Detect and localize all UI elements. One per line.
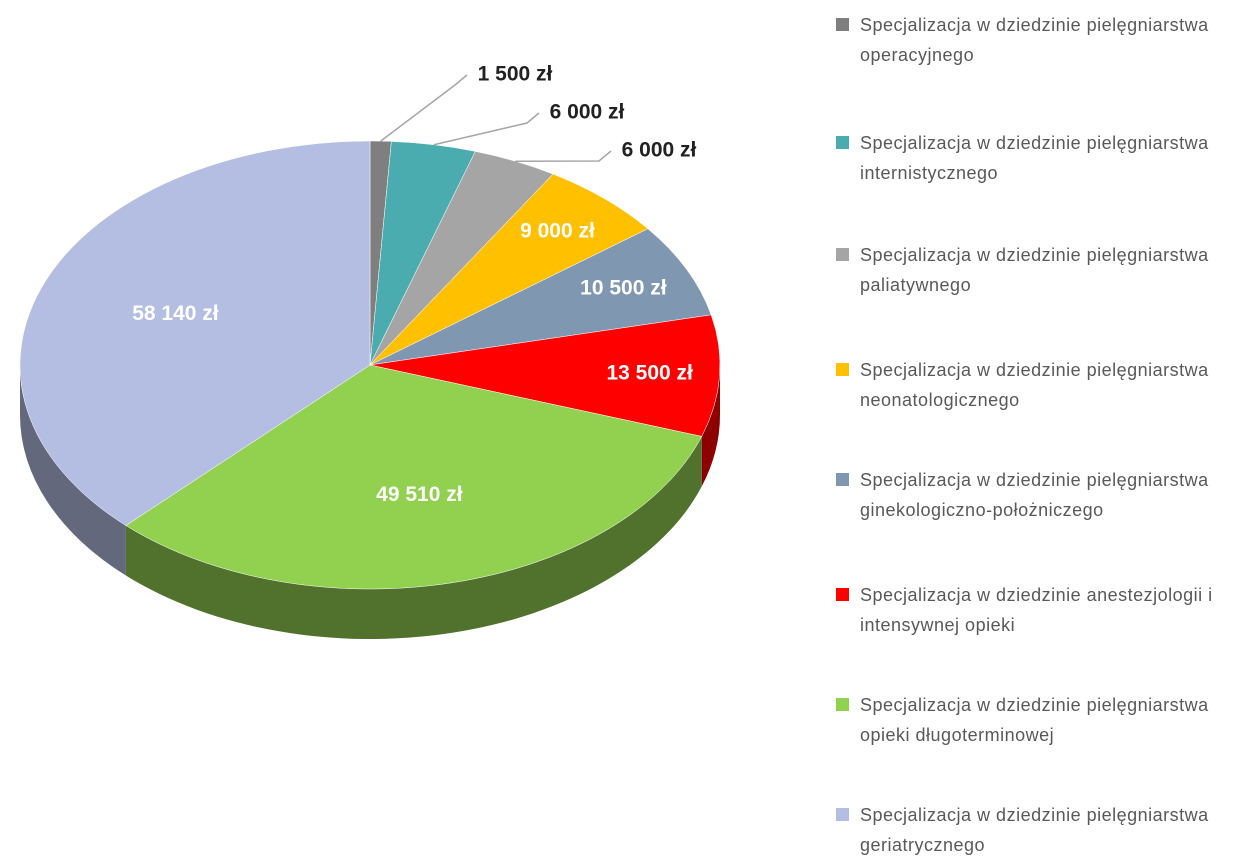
legend-label: Specjalizacja w dziedzinie pielęgniarstw… [860,245,1209,295]
slice [19,140,371,526]
legend-item: Specjalizacja w dziedzinie pielęgniarstw… [836,800,1236,860]
legend-swatch [836,473,849,486]
legend-item: Specjalizacja w dziedzinie pielęgniarstw… [836,355,1236,415]
leader-line [380,74,468,142]
legend-label: Specjalizacja w dziedzinie pielęgniarstw… [860,133,1209,183]
slice-side [20,365,126,576]
legend-label: Specjalizacja w dziedzinie pielęgniarstw… [860,695,1209,745]
legend-label: Specjalizacja w dziedzinie pielęgniarstw… [860,15,1209,65]
legend-item: Specjalizacja w dziedzinie pielęgniarstw… [836,128,1236,188]
data-label: 49 510 zł [376,483,463,506]
data-label: 9 000 zł [520,219,595,242]
legend-swatch [836,588,849,601]
legend-label: Specjalizacja w dziedzinie pielęgniarstw… [860,805,1209,855]
legend-label: Specjalizacja w dziedzinie anestezjologi… [860,585,1213,635]
chart: 1 500 zł 6 000 zł 6 000 zł 9 000 zł 10 500 z… [19,63,721,639]
leader-line [515,150,612,162]
data-label: 6 000 zł [622,139,697,162]
slice [369,173,649,366]
slice [369,314,721,437]
legend-swatch [836,18,849,31]
data-label: 6 000 zł [550,101,625,124]
legend-label: Specjalizacja w dziedzinie pielęgniarstw… [860,360,1209,410]
slice [369,228,712,366]
legend-swatch [836,808,849,821]
slice [125,364,703,590]
data-label: 1 500 zł [478,63,553,86]
data-label: 13 500 zł [606,361,693,384]
data-label: 10 500 zł [580,276,667,299]
legend-swatch [836,248,849,261]
legend-item: Specjalizacja w dziedzinie anestezjologi… [836,580,1236,640]
data-label: 58 140 zł [132,302,219,325]
legend-item: Specjalizacja w dziedzinie pielęgniarstw… [836,690,1236,750]
leader-line [433,112,540,146]
legend-swatch [836,698,849,711]
slice-side [125,436,702,639]
legend-swatch [836,136,849,149]
legend-swatch [836,363,849,376]
legend-item: Specjalizacja w dziedzinie pielęgniarstw… [836,465,1236,525]
legend-label: Specjalizacja w dziedzinie pielęgniarstw… [860,470,1209,520]
legend-item: Specjalizacja w dziedzinie pielęgniarstw… [836,240,1236,300]
slice-side [701,365,720,487]
legend-item: Specjalizacja w dziedzinie pielęgniarstw… [836,10,1236,70]
